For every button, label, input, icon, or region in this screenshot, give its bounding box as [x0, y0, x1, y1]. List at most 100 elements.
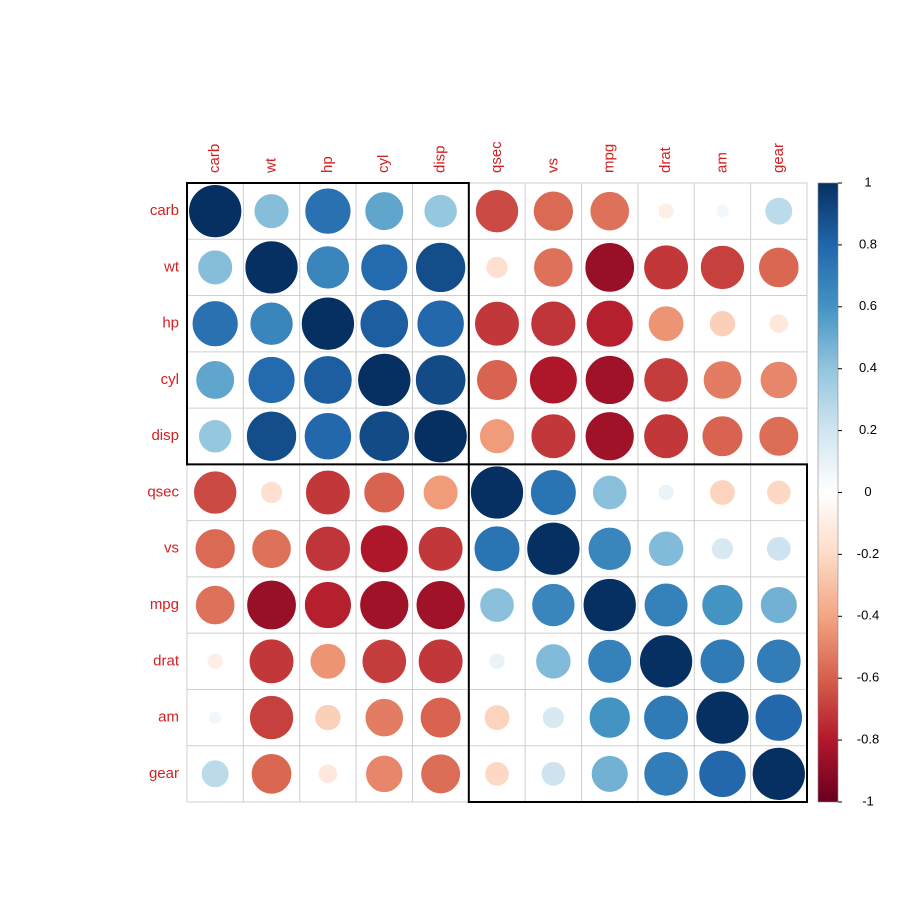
- correlation-circle: [584, 242, 635, 293]
- column-label: qsec: [488, 141, 505, 173]
- column-label: cyl: [375, 155, 392, 173]
- correlation-circle: [251, 753, 292, 795]
- correlation-circle: [249, 301, 294, 346]
- correlation-circle: [533, 190, 574, 232]
- correlation-circle: [758, 246, 800, 288]
- correlation-circle: [540, 761, 566, 787]
- colorbar-tick-label: 0.2: [859, 422, 877, 437]
- colorbar-tick-label: 1: [864, 174, 871, 189]
- colorbar-tick-label: -0.8: [857, 732, 879, 747]
- correlation-circle: [639, 634, 693, 689]
- correlation-circle: [422, 474, 459, 511]
- correlation-circle: [194, 528, 236, 570]
- correlation-circle: [305, 526, 351, 572]
- colorbar-tick-label: -0.2: [857, 546, 879, 561]
- cluster-box: [186, 182, 470, 466]
- correlation-circle: [701, 415, 744, 457]
- correlation-circle: [752, 747, 806, 801]
- correlation-circle: [535, 643, 572, 680]
- correlation-circle: [760, 361, 798, 399]
- correlation-circle: [530, 469, 577, 516]
- correlation-circle: [364, 698, 404, 737]
- correlation-circle: [415, 354, 467, 406]
- correlation-circle: [314, 704, 342, 731]
- correlation-circle: [479, 587, 515, 623]
- correlation-circle: [416, 299, 465, 348]
- row-label: mpg: [150, 596, 179, 613]
- correlation-circle: [423, 194, 458, 228]
- correlation-circle: [306, 245, 350, 290]
- correlation-circle: [198, 419, 232, 454]
- correlation-circle: [530, 300, 577, 347]
- correlation-circle: [303, 355, 353, 405]
- row-label: cyl: [161, 371, 179, 388]
- correlation-circle: [420, 753, 461, 794]
- row-label: drat: [153, 652, 180, 669]
- column-label: carb: [206, 144, 223, 173]
- correlation-circle: [700, 245, 745, 290]
- correlation-circle: [587, 526, 632, 571]
- row-label: vs: [164, 540, 179, 557]
- correlation-circle: [413, 409, 468, 463]
- correlation-circle: [585, 355, 635, 405]
- correlation-circle: [488, 653, 506, 670]
- correlation-circle: [585, 411, 635, 461]
- correlation-circle: [420, 696, 462, 739]
- correlation-circle: [418, 526, 464, 572]
- correlation-circle: [643, 413, 689, 459]
- correlation-circle: [643, 357, 689, 403]
- correlation-circle: [304, 412, 352, 461]
- correlation-circle: [364, 191, 404, 231]
- colorbar: [817, 182, 839, 803]
- colorbar-tick-label: -0.4: [857, 608, 879, 623]
- correlation-circle: [195, 360, 235, 400]
- correlation-circle: [197, 249, 233, 286]
- correlation-circle: [195, 585, 236, 625]
- correlation-circle: [318, 764, 338, 784]
- correlation-circle: [301, 296, 355, 351]
- correlation-circle: [589, 191, 630, 232]
- correlation-circle: [586, 300, 634, 348]
- correlation-circle: [484, 704, 510, 731]
- correlation-circle: [587, 639, 632, 684]
- correlation-circle: [360, 524, 409, 573]
- correlation-circle: [246, 580, 297, 631]
- correlation-circle: [476, 359, 518, 401]
- correlation-circle: [701, 584, 744, 626]
- correlation-circle: [695, 690, 750, 745]
- colorbar-tick-label: 0: [864, 484, 871, 499]
- colorbar-tick-label: 0.6: [859, 298, 877, 313]
- correlation-circle: [244, 240, 299, 295]
- correlation-circle: [305, 469, 351, 516]
- correlation-circle: [764, 197, 793, 226]
- correlation-circle: [591, 755, 629, 793]
- column-label: gear: [770, 143, 787, 173]
- correlation-circle: [358, 410, 410, 462]
- correlation-circle: [643, 695, 689, 741]
- column-label: mpg: [601, 144, 618, 173]
- row-label: disp: [151, 427, 179, 444]
- correlation-circle: [359, 580, 409, 630]
- colorbar-tick-label: -1: [862, 793, 874, 808]
- correlation-circle: [365, 755, 404, 793]
- correlation-circle: [357, 353, 412, 407]
- correlation-circle: [474, 301, 520, 347]
- correlation-circle: [643, 751, 689, 797]
- correlation-circle: [657, 484, 675, 501]
- correlation-circle: [485, 256, 509, 279]
- correlation-circle: [530, 413, 576, 459]
- column-label: wt: [263, 157, 280, 174]
- correlation-circle: [648, 305, 685, 342]
- correlation-circle: [643, 582, 689, 628]
- correlation-circle: [249, 695, 294, 740]
- correlation-circle: [703, 360, 742, 400]
- correlation-circle: [582, 578, 637, 632]
- correlation-circle: [309, 643, 346, 680]
- correlation-circle: [246, 410, 297, 462]
- correlation-circle: [304, 187, 352, 235]
- correlation-circle: [709, 310, 736, 337]
- column-label: disp: [432, 145, 449, 173]
- correlation-circle: [201, 759, 230, 788]
- cluster-box: [467, 463, 808, 803]
